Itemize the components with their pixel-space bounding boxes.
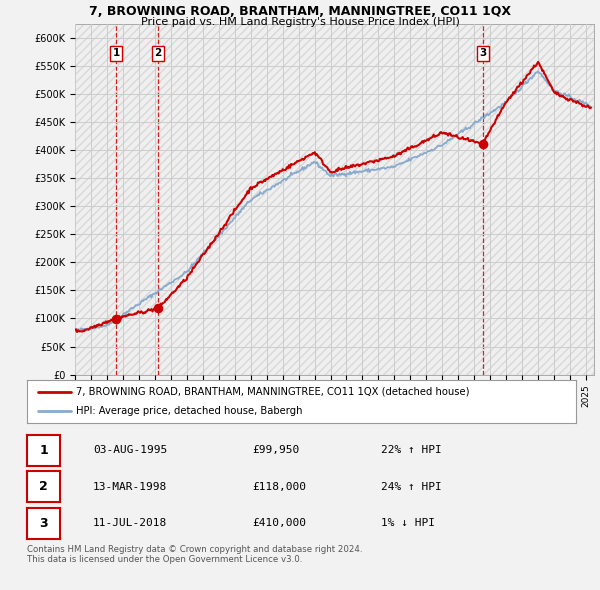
Point [153, 304, 163, 313]
Text: £410,000: £410,000 [252, 519, 306, 528]
Point [478, 140, 487, 149]
Text: Contains HM Land Registry data © Crown copyright and database right 2024.
This d: Contains HM Land Registry data © Crown c… [27, 545, 362, 564]
Text: Price paid vs. HM Land Registry's House Price Index (HPI): Price paid vs. HM Land Registry's House … [140, 17, 460, 27]
Text: 13-MAR-1998: 13-MAR-1998 [93, 482, 167, 491]
Text: 3: 3 [39, 517, 48, 530]
Text: 1: 1 [113, 48, 120, 58]
Text: 11-JUL-2018: 11-JUL-2018 [93, 519, 167, 528]
Text: HPI: Average price, detached house, Babergh: HPI: Average price, detached house, Babe… [76, 407, 303, 417]
Text: 03-AUG-1995: 03-AUG-1995 [93, 445, 167, 455]
Text: £99,950: £99,950 [252, 445, 299, 455]
Text: £118,000: £118,000 [252, 482, 306, 491]
Text: 24% ↑ HPI: 24% ↑ HPI [381, 482, 442, 491]
Text: 1: 1 [39, 444, 48, 457]
Point [112, 314, 121, 323]
Text: 7, BROWNING ROAD, BRANTHAM, MANNINGTREE, CO11 1QX: 7, BROWNING ROAD, BRANTHAM, MANNINGTREE,… [89, 5, 511, 18]
Text: 22% ↑ HPI: 22% ↑ HPI [381, 445, 442, 455]
Text: 2: 2 [39, 480, 48, 493]
Text: 7, BROWNING ROAD, BRANTHAM, MANNINGTREE, CO11 1QX (detached house): 7, BROWNING ROAD, BRANTHAM, MANNINGTREE,… [76, 386, 470, 396]
Text: 1% ↓ HPI: 1% ↓ HPI [381, 519, 435, 528]
Text: 3: 3 [479, 48, 486, 58]
Text: 2: 2 [154, 48, 161, 58]
